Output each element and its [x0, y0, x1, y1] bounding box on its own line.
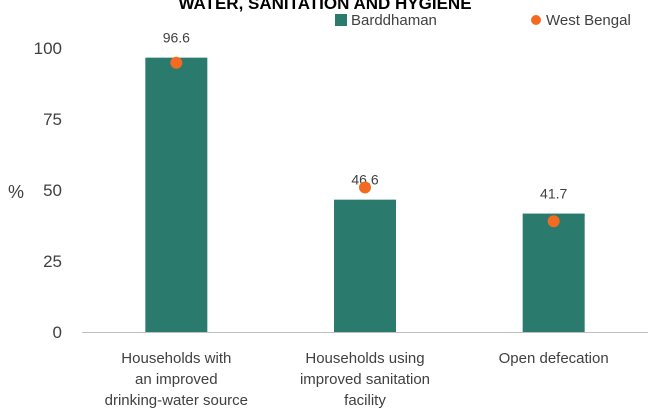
marker-point — [170, 56, 183, 69]
x-tick-label: Households using improved sanitation facil… — [300, 350, 430, 409]
marker-point — [359, 181, 371, 194]
legend-label-barddhaman: Barddhaman — [351, 12, 437, 29]
bar — [145, 57, 208, 332]
x-tick-label: Households with an improved drinking-water… — [105, 350, 248, 409]
y-tick-label: 0 — [53, 323, 62, 342]
y-tick-label: 50 — [43, 181, 62, 200]
legend: Barddhaman West Bengal — [335, 12, 631, 29]
y-tick-label: 100 — [34, 39, 62, 58]
y-axis-label: % — [8, 182, 24, 202]
bar-value-label: 46.6 — [351, 172, 378, 188]
bar — [334, 199, 396, 332]
marker-point — [547, 215, 560, 228]
x-tick-label: Open defecation — [499, 350, 609, 367]
chart-title: WATER, SANITATION AND HYGIENE — [178, 0, 471, 13]
y-axis-ticks: 0 25 50 75 100 — [34, 39, 62, 342]
y-tick-label: 75 — [43, 110, 62, 129]
legend-label-west-bengal: West Bengal — [546, 12, 631, 29]
bar-series-barddhaman — [145, 57, 585, 332]
x-axis-ticks: Households with an improved drinking-water… — [105, 350, 609, 409]
legend-swatch-barddhaman — [335, 14, 347, 26]
bar-value-label: 96.6 — [163, 30, 190, 46]
marker-series-west-bengal — [170, 56, 560, 228]
legend-swatch-west-bengal — [531, 15, 541, 25]
y-tick-label: 25 — [43, 252, 62, 271]
bar-value-label: 41.7 — [540, 186, 567, 202]
bar-data-labels: 96.6 46.6 41.7 — [163, 30, 568, 202]
bar — [522, 213, 585, 332]
